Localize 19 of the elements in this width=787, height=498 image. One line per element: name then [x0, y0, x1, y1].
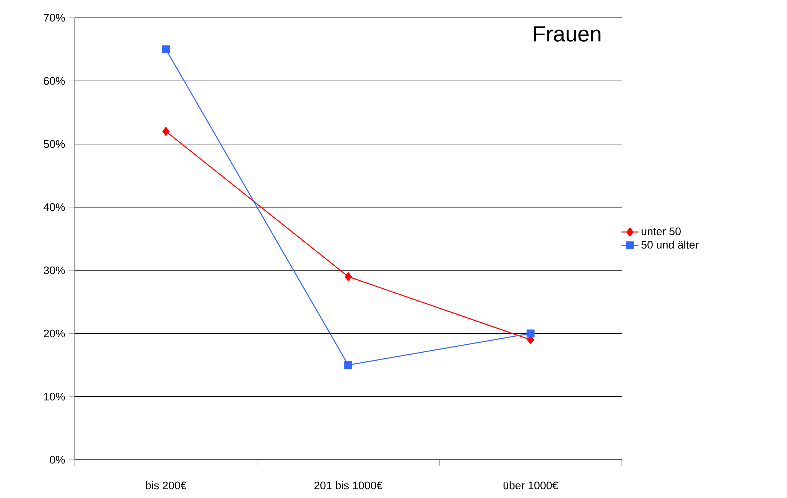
y-tick-label: 10% [44, 392, 66, 401]
y-tick-label: 0% [50, 456, 66, 464]
x-tick-label: 201 bis 1000€ [314, 482, 383, 490]
x-tick-label: bis 200€ [146, 482, 187, 490]
x-tick-label: über 1000€ [504, 482, 558, 490]
point [162, 46, 170, 54]
y-tick-label: 50% [44, 140, 66, 148]
chart-title: Frauen [534, 26, 601, 42]
point [526, 330, 535, 338]
point [345, 272, 352, 282]
point [162, 127, 170, 136]
y-tick-label: 30% [44, 266, 66, 274]
point [344, 361, 352, 370]
legend-label: unter 50 [642, 228, 681, 236]
y-tick-label: 20% [44, 330, 66, 338]
y-tick-label: 60% [44, 77, 66, 86]
y-tick-label: 70% [44, 14, 66, 22]
y-tick-label: 40% [44, 204, 66, 212]
legend-label: 50 und älter [642, 240, 699, 249]
